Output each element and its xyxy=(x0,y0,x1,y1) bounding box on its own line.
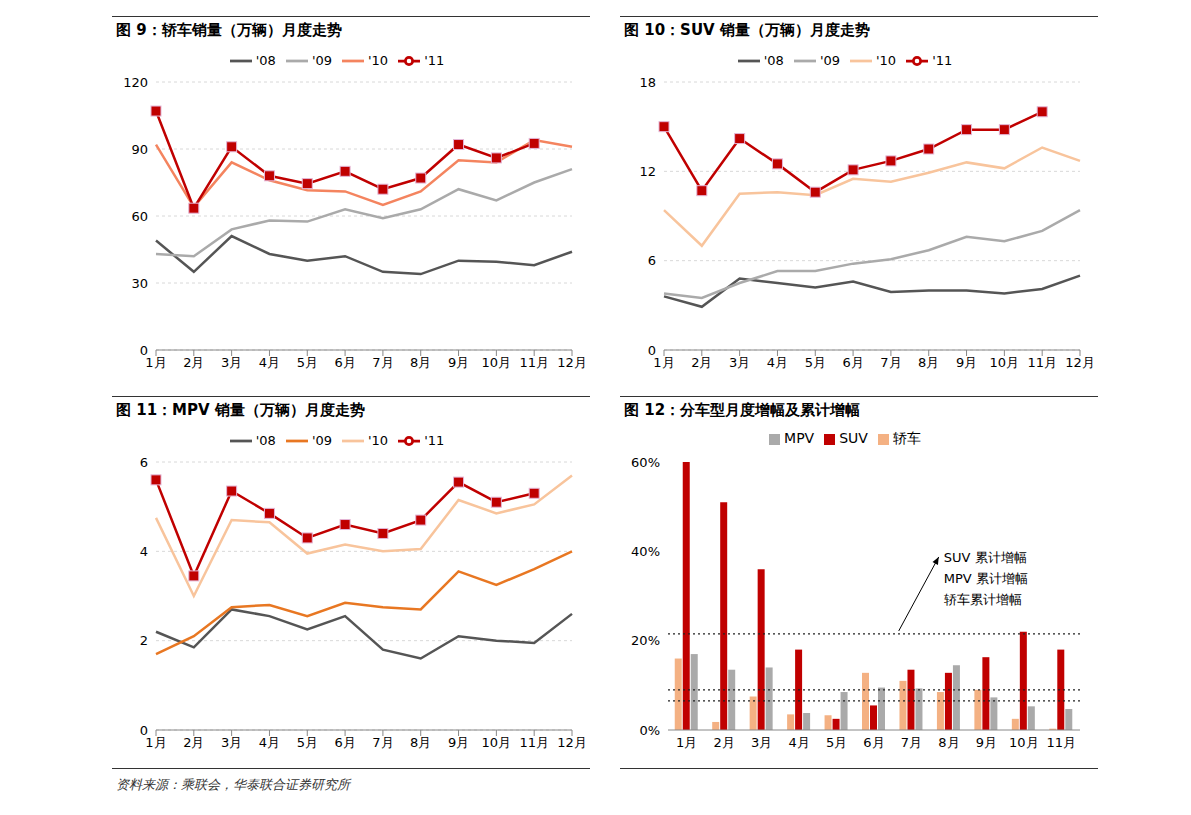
svg-text:8月: 8月 xyxy=(918,355,939,370)
svg-text:60: 60 xyxy=(131,209,148,224)
html-text:'09: '09 xyxy=(311,52,332,68)
svg-text:4月: 4月 xyxy=(259,355,280,370)
html-text:'10: '10 xyxy=(876,52,897,68)
html-text:'11: '11 xyxy=(424,432,445,448)
svg-text:7月: 7月 xyxy=(880,355,901,370)
svg-text:5月: 5月 xyxy=(826,735,847,750)
html-text:'08: '08 xyxy=(255,432,276,448)
svg-text:20%: 20% xyxy=(631,633,660,648)
svg-text:7月: 7月 xyxy=(372,735,393,750)
svg-text:0%: 0% xyxy=(639,723,660,738)
svg-text:120: 120 xyxy=(123,75,148,90)
svg-text:SUV 累计增幅: SUV 累计增幅 xyxy=(944,550,1027,565)
svg-text:4: 4 xyxy=(140,544,148,559)
html-text:图 9：轿车销量（万辆）月度走势: 图 9：轿车销量（万辆）月度走势 xyxy=(116,21,342,39)
svg-text:11月: 11月 xyxy=(1046,735,1076,750)
svg-text:轿车累计增幅: 轿车累计增幅 xyxy=(944,592,1022,607)
svg-text:4月: 4月 xyxy=(767,355,788,370)
svg-text:2月: 2月 xyxy=(183,735,204,750)
svg-text:0: 0 xyxy=(648,343,656,358)
svg-text:12: 12 xyxy=(639,164,656,179)
svg-text:40%: 40% xyxy=(631,544,660,559)
svg-text:9月: 9月 xyxy=(448,735,469,750)
svg-text:11月: 11月 xyxy=(519,355,549,370)
svg-text:1月: 1月 xyxy=(676,735,697,750)
svg-text:3月: 3月 xyxy=(751,735,772,750)
html-text:'11: '11 xyxy=(932,52,953,68)
svg-text:8月: 8月 xyxy=(938,735,959,750)
html-text:MPV: MPV xyxy=(784,430,815,446)
svg-text:30: 30 xyxy=(131,276,148,291)
svg-text:10月: 10月 xyxy=(482,355,512,370)
svg-text:5月: 5月 xyxy=(297,355,318,370)
html-text:SUV: SUV xyxy=(839,430,868,446)
svg-text:10月: 10月 xyxy=(482,735,512,750)
svg-text:2月: 2月 xyxy=(691,355,712,370)
svg-text:6月: 6月 xyxy=(842,355,863,370)
html-text:'08: '08 xyxy=(763,52,784,68)
svg-text:4月: 4月 xyxy=(259,735,280,750)
svg-text:3月: 3月 xyxy=(729,355,750,370)
html-text:资料来源：乘联会，华泰联合证券研究所: 资料来源：乘联会，华泰联合证券研究所 xyxy=(116,777,350,792)
svg-text:0: 0 xyxy=(140,343,148,358)
svg-text:6月: 6月 xyxy=(334,735,355,750)
html-text:'10: '10 xyxy=(368,52,389,68)
svg-text:8月: 8月 xyxy=(410,355,431,370)
html-text:轿车: 轿车 xyxy=(892,430,921,446)
html-text:'08: '08 xyxy=(255,52,276,68)
svg-text:1月: 1月 xyxy=(145,355,166,370)
svg-text:1月: 1月 xyxy=(653,355,674,370)
svg-text:6: 6 xyxy=(648,253,656,268)
svg-text:1月: 1月 xyxy=(145,735,166,750)
svg-text:12月: 12月 xyxy=(557,355,587,370)
svg-text:MPV 累计增幅: MPV 累计增幅 xyxy=(944,571,1028,586)
svg-text:18: 18 xyxy=(639,75,656,90)
svg-text:9月: 9月 xyxy=(976,735,997,750)
svg-text:6月: 6月 xyxy=(863,735,884,750)
html-text:图 10：SUV 销量（万辆）月度走势: 图 10：SUV 销量（万辆）月度走势 xyxy=(624,21,870,39)
svg-text:3月: 3月 xyxy=(221,735,242,750)
svg-text:6月: 6月 xyxy=(334,355,355,370)
html-text:'10: '10 xyxy=(368,432,389,448)
svg-text:7月: 7月 xyxy=(901,735,922,750)
html-text:'09: '09 xyxy=(819,52,840,68)
svg-text:90: 90 xyxy=(131,142,148,157)
svg-text:2月: 2月 xyxy=(183,355,204,370)
svg-text:12月: 12月 xyxy=(1065,355,1095,370)
html-text:图 12：分车型月度增幅及累计增幅: 图 12：分车型月度增幅及累计增幅 xyxy=(624,401,861,419)
svg-text:10月: 10月 xyxy=(1009,735,1039,750)
html-text:图 11：MPV 销量（万辆）月度走势: 图 11：MPV 销量（万辆）月度走势 xyxy=(116,401,365,419)
svg-text:10月: 10月 xyxy=(990,355,1020,370)
svg-text:2月: 2月 xyxy=(714,735,735,750)
svg-text:5月: 5月 xyxy=(805,355,826,370)
svg-text:11月: 11月 xyxy=(519,735,549,750)
svg-text:3月: 3月 xyxy=(221,355,242,370)
svg-text:7月: 7月 xyxy=(372,355,393,370)
svg-text:2: 2 xyxy=(140,633,148,648)
svg-text:9月: 9月 xyxy=(956,355,977,370)
svg-text:60%: 60% xyxy=(631,455,660,470)
svg-text:8月: 8月 xyxy=(410,735,431,750)
svg-text:12月: 12月 xyxy=(557,735,587,750)
html-text:'11: '11 xyxy=(424,52,445,68)
svg-text:11月: 11月 xyxy=(1027,355,1057,370)
svg-text:6: 6 xyxy=(140,455,148,470)
svg-text:5月: 5月 xyxy=(297,735,318,750)
svg-text:9月: 9月 xyxy=(448,355,469,370)
svg-text:0: 0 xyxy=(140,723,148,738)
html-text:'09: '09 xyxy=(311,432,332,448)
svg-text:4月: 4月 xyxy=(788,735,809,750)
